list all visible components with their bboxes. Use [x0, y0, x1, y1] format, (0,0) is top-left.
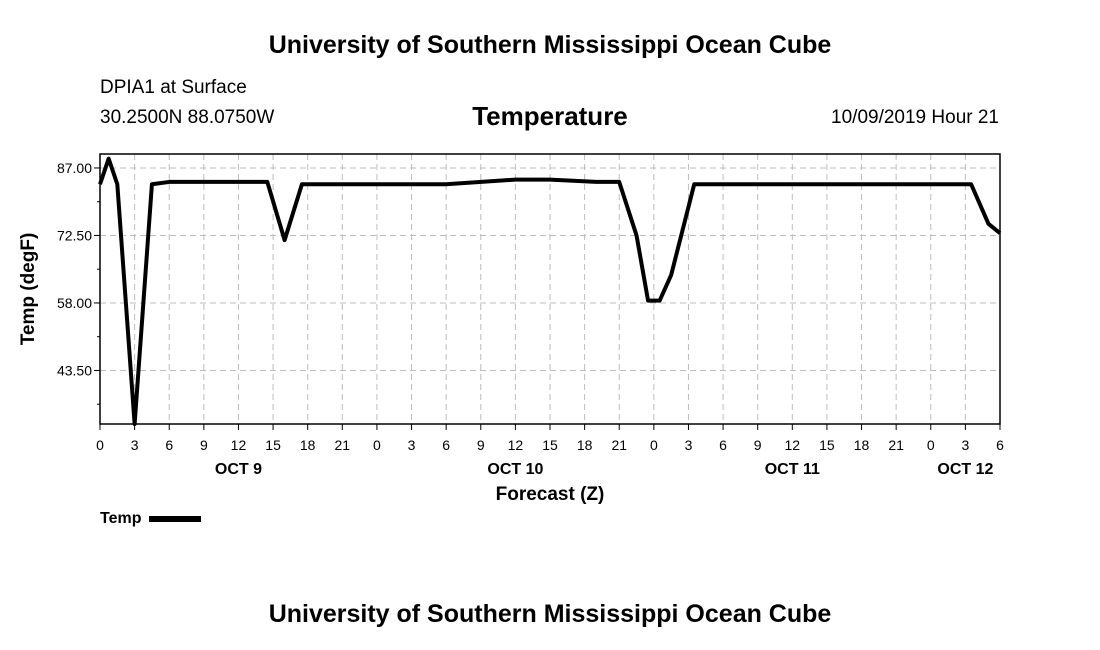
x-tick-label: 0 — [927, 437, 935, 453]
x-tick-label: 0 — [373, 437, 381, 453]
x-tick-label: 0 — [650, 437, 658, 453]
chart-title: Temperature — [472, 101, 628, 131]
plot-frame — [99, 153, 1001, 425]
x-tick-label: 21 — [335, 437, 351, 453]
x-tick-label: 3 — [961, 437, 969, 453]
x-tick-label: 18 — [300, 437, 316, 453]
header-title: University of Southern Mississippi Ocean… — [268, 31, 832, 59]
x-tick-label: 3 — [685, 437, 693, 453]
x-tick-label: 3 — [408, 437, 416, 453]
x-tick-label: 6 — [165, 437, 173, 453]
y-tick-label: 58.00 — [57, 295, 92, 311]
y-tick-label: 43.50 — [57, 362, 92, 378]
y-tick-label: 87.00 — [57, 160, 92, 176]
day-label: OCT 9 — [215, 461, 262, 478]
x-tick-label: 18 — [854, 437, 870, 453]
y-axis: 43.50 58.00 72.50 87.00 — [57, 160, 100, 405]
x-tick-label: 3 — [131, 437, 139, 453]
legend-swatch — [149, 516, 202, 522]
x-tick-label: 6 — [719, 437, 727, 453]
x-axis: 0 3 6 9 12 15 18 21 0 3 6 9 12 15 18 21 0 3 6 9 12 15 18 21 0 3 6 — [96, 424, 1004, 453]
x-tick-label: 12 — [231, 437, 247, 453]
footer-title: University of Southern Mississippi Ocean… — [268, 600, 832, 628]
x-tick-label: 15 — [265, 437, 281, 453]
x-tick-label: 9 — [200, 437, 208, 453]
x-tick-label: 21 — [611, 437, 627, 453]
x-tick-label: 18 — [577, 437, 593, 453]
day-label: OCT 11 — [765, 461, 820, 478]
day-labels: OCT 9 OCT 10 OCT 11 OCT 12 — [215, 461, 994, 478]
x-tick-label: 9 — [477, 437, 485, 453]
x-tick-label: 6 — [996, 437, 1004, 453]
x-axis-title: Forecast (Z) — [496, 484, 605, 505]
temperature-series-line — [98, 156, 1002, 426]
y-tick-label: 72.50 — [57, 227, 92, 243]
x-tick-label: 21 — [888, 437, 904, 453]
legend: Temp — [100, 510, 202, 528]
coordinates-label: 30.2500N 88.0750W — [100, 107, 275, 128]
x-tick-label: 15 — [542, 437, 558, 453]
station-label: DPIA1 at Surface — [100, 77, 247, 98]
x-tick-label: 9 — [754, 437, 762, 453]
x-tick-label: 12 — [508, 437, 524, 453]
day-label: OCT 12 — [937, 461, 993, 478]
x-tick-label: 12 — [785, 437, 801, 453]
x-tick-label: 0 — [96, 437, 104, 453]
day-label: OCT 10 — [487, 461, 543, 478]
x-tick-label: 6 — [442, 437, 450, 453]
issued-time-label: 10/09/2019 Hour 21 — [831, 107, 999, 128]
legend-label-temp: Temp — [100, 510, 142, 527]
x-tick-label: 15 — [819, 437, 835, 453]
grid-lines — [100, 154, 1000, 424]
y-axis-title: Temp (degF) — [18, 233, 39, 346]
